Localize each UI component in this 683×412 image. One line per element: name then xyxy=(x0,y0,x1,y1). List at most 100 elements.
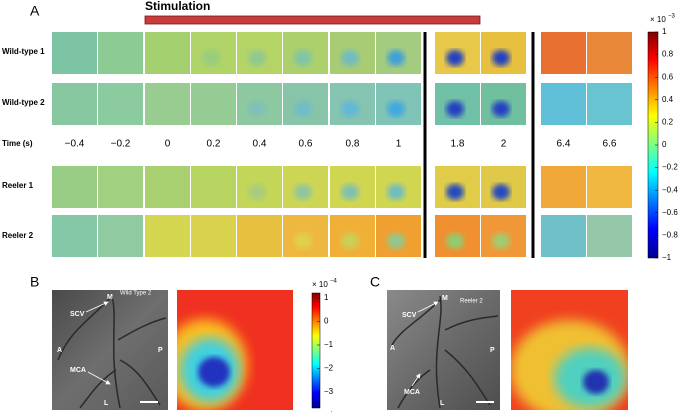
activation-spot xyxy=(446,184,464,200)
image-tile xyxy=(541,166,586,208)
time-label: 6.4 xyxy=(557,139,571,150)
colorbar-multiplier: × 10 xyxy=(312,280,328,289)
image-tile xyxy=(587,32,632,74)
image-tile xyxy=(98,166,143,208)
vessels xyxy=(391,295,499,409)
colorbar-tick-label: 0.2 xyxy=(662,118,674,127)
annotation: L xyxy=(440,400,445,407)
colorbar-tick-label: −0.2 xyxy=(662,163,678,172)
arrow xyxy=(87,371,111,385)
panel-label: C xyxy=(370,274,380,290)
colorbar-tick-label: −0.8 xyxy=(662,231,678,240)
activation-spot xyxy=(492,101,510,117)
colorbar-tick-label: −1 xyxy=(324,340,334,349)
annotation: M xyxy=(442,295,448,302)
image-tile xyxy=(191,83,236,125)
arrow xyxy=(417,301,439,313)
colorbar-tick-label: 1 xyxy=(662,27,667,36)
image-tile xyxy=(52,83,97,125)
image-label: Reeler 2 xyxy=(460,299,483,305)
colorbar-tick-label: 0.4 xyxy=(662,95,674,104)
colorbar-multiplier: × 10 xyxy=(650,15,666,24)
colorbar-tick-label: 1 xyxy=(324,293,329,302)
image-tile xyxy=(237,215,282,257)
activation-spot xyxy=(294,50,312,66)
activation-spot xyxy=(492,50,510,66)
stimulation-bar xyxy=(144,15,481,25)
activation-spot xyxy=(387,50,405,66)
activation-spot xyxy=(387,233,405,249)
annotation: L xyxy=(104,400,109,407)
image-tile xyxy=(191,215,236,257)
time-label: 1 xyxy=(396,139,402,150)
image-tile xyxy=(145,32,190,74)
image-tile xyxy=(145,166,190,208)
activation-spot xyxy=(294,184,312,200)
image-tile xyxy=(98,215,143,257)
image-tile xyxy=(587,166,632,208)
heatmap xyxy=(511,290,628,410)
time-axis-label: Time (s) xyxy=(2,139,33,148)
activation-spot xyxy=(341,233,359,249)
time-label: 0.6 xyxy=(299,139,313,150)
image-tile xyxy=(541,32,586,74)
activation-spot xyxy=(387,101,405,117)
row-label: Reeler 1 xyxy=(2,181,34,190)
time-label: 0 xyxy=(165,139,171,150)
activation-spot xyxy=(341,50,359,66)
activation-spot xyxy=(294,233,312,249)
annotation: A xyxy=(390,345,395,352)
annotation: P xyxy=(158,347,163,354)
annotation: SCV xyxy=(402,312,417,319)
annotation: MCA xyxy=(70,367,86,374)
colorbar-tick-label: −3 xyxy=(324,387,334,396)
activation-spot xyxy=(248,101,266,117)
colorbar-tick-label: 0 xyxy=(324,317,329,326)
annotation: SCV xyxy=(70,311,85,318)
annotation: P xyxy=(490,347,495,354)
activation-spot xyxy=(294,101,312,117)
row-label: Wild-type 2 xyxy=(2,98,45,107)
colorbar-tick-label: −0.4 xyxy=(662,185,678,194)
activation-spot xyxy=(446,101,464,117)
image-tile xyxy=(145,215,190,257)
image-tile xyxy=(145,83,190,125)
time-label: 0.4 xyxy=(253,139,267,150)
image-tile xyxy=(191,166,236,208)
activation-spot xyxy=(492,184,510,200)
colorbar-tick-label: −0.6 xyxy=(662,208,678,217)
activation-spot xyxy=(446,50,464,66)
image-tile xyxy=(587,215,632,257)
time-label: 0.2 xyxy=(207,139,221,150)
colorbar-exponent: −3 xyxy=(668,14,676,20)
time-label: −0.4 xyxy=(65,139,85,150)
colorbar-tick-label: 0.8 xyxy=(662,50,674,59)
annotation: MCA xyxy=(404,389,420,396)
arrow xyxy=(85,301,109,313)
image-tile xyxy=(98,32,143,74)
row-label: Wild-type 1 xyxy=(2,47,45,56)
image-tile xyxy=(587,83,632,125)
stimulation-label: Stimulation xyxy=(145,0,210,13)
image-tile xyxy=(52,215,97,257)
activation-spot xyxy=(387,184,405,200)
heatmap xyxy=(177,290,293,410)
colorbar-tick-label: −1 xyxy=(662,253,672,262)
colorbar-tick-label: −2 xyxy=(324,364,334,373)
colorbar xyxy=(311,292,321,409)
brain-image xyxy=(52,290,168,410)
image-tile xyxy=(52,166,97,208)
activation-spot xyxy=(202,50,220,66)
image-label: Wild Type 2 xyxy=(120,291,152,297)
image-tile xyxy=(541,83,586,125)
time-label: 2 xyxy=(501,139,507,150)
activation-spot xyxy=(248,184,266,200)
row-label: Reeler 2 xyxy=(2,231,34,240)
panel-label: B xyxy=(30,274,39,290)
activation-spot xyxy=(341,184,359,200)
activation-spot xyxy=(248,50,266,66)
arrow xyxy=(411,373,421,387)
colorbar-tick-label: 0.6 xyxy=(662,72,674,81)
annotation: M xyxy=(107,294,113,301)
